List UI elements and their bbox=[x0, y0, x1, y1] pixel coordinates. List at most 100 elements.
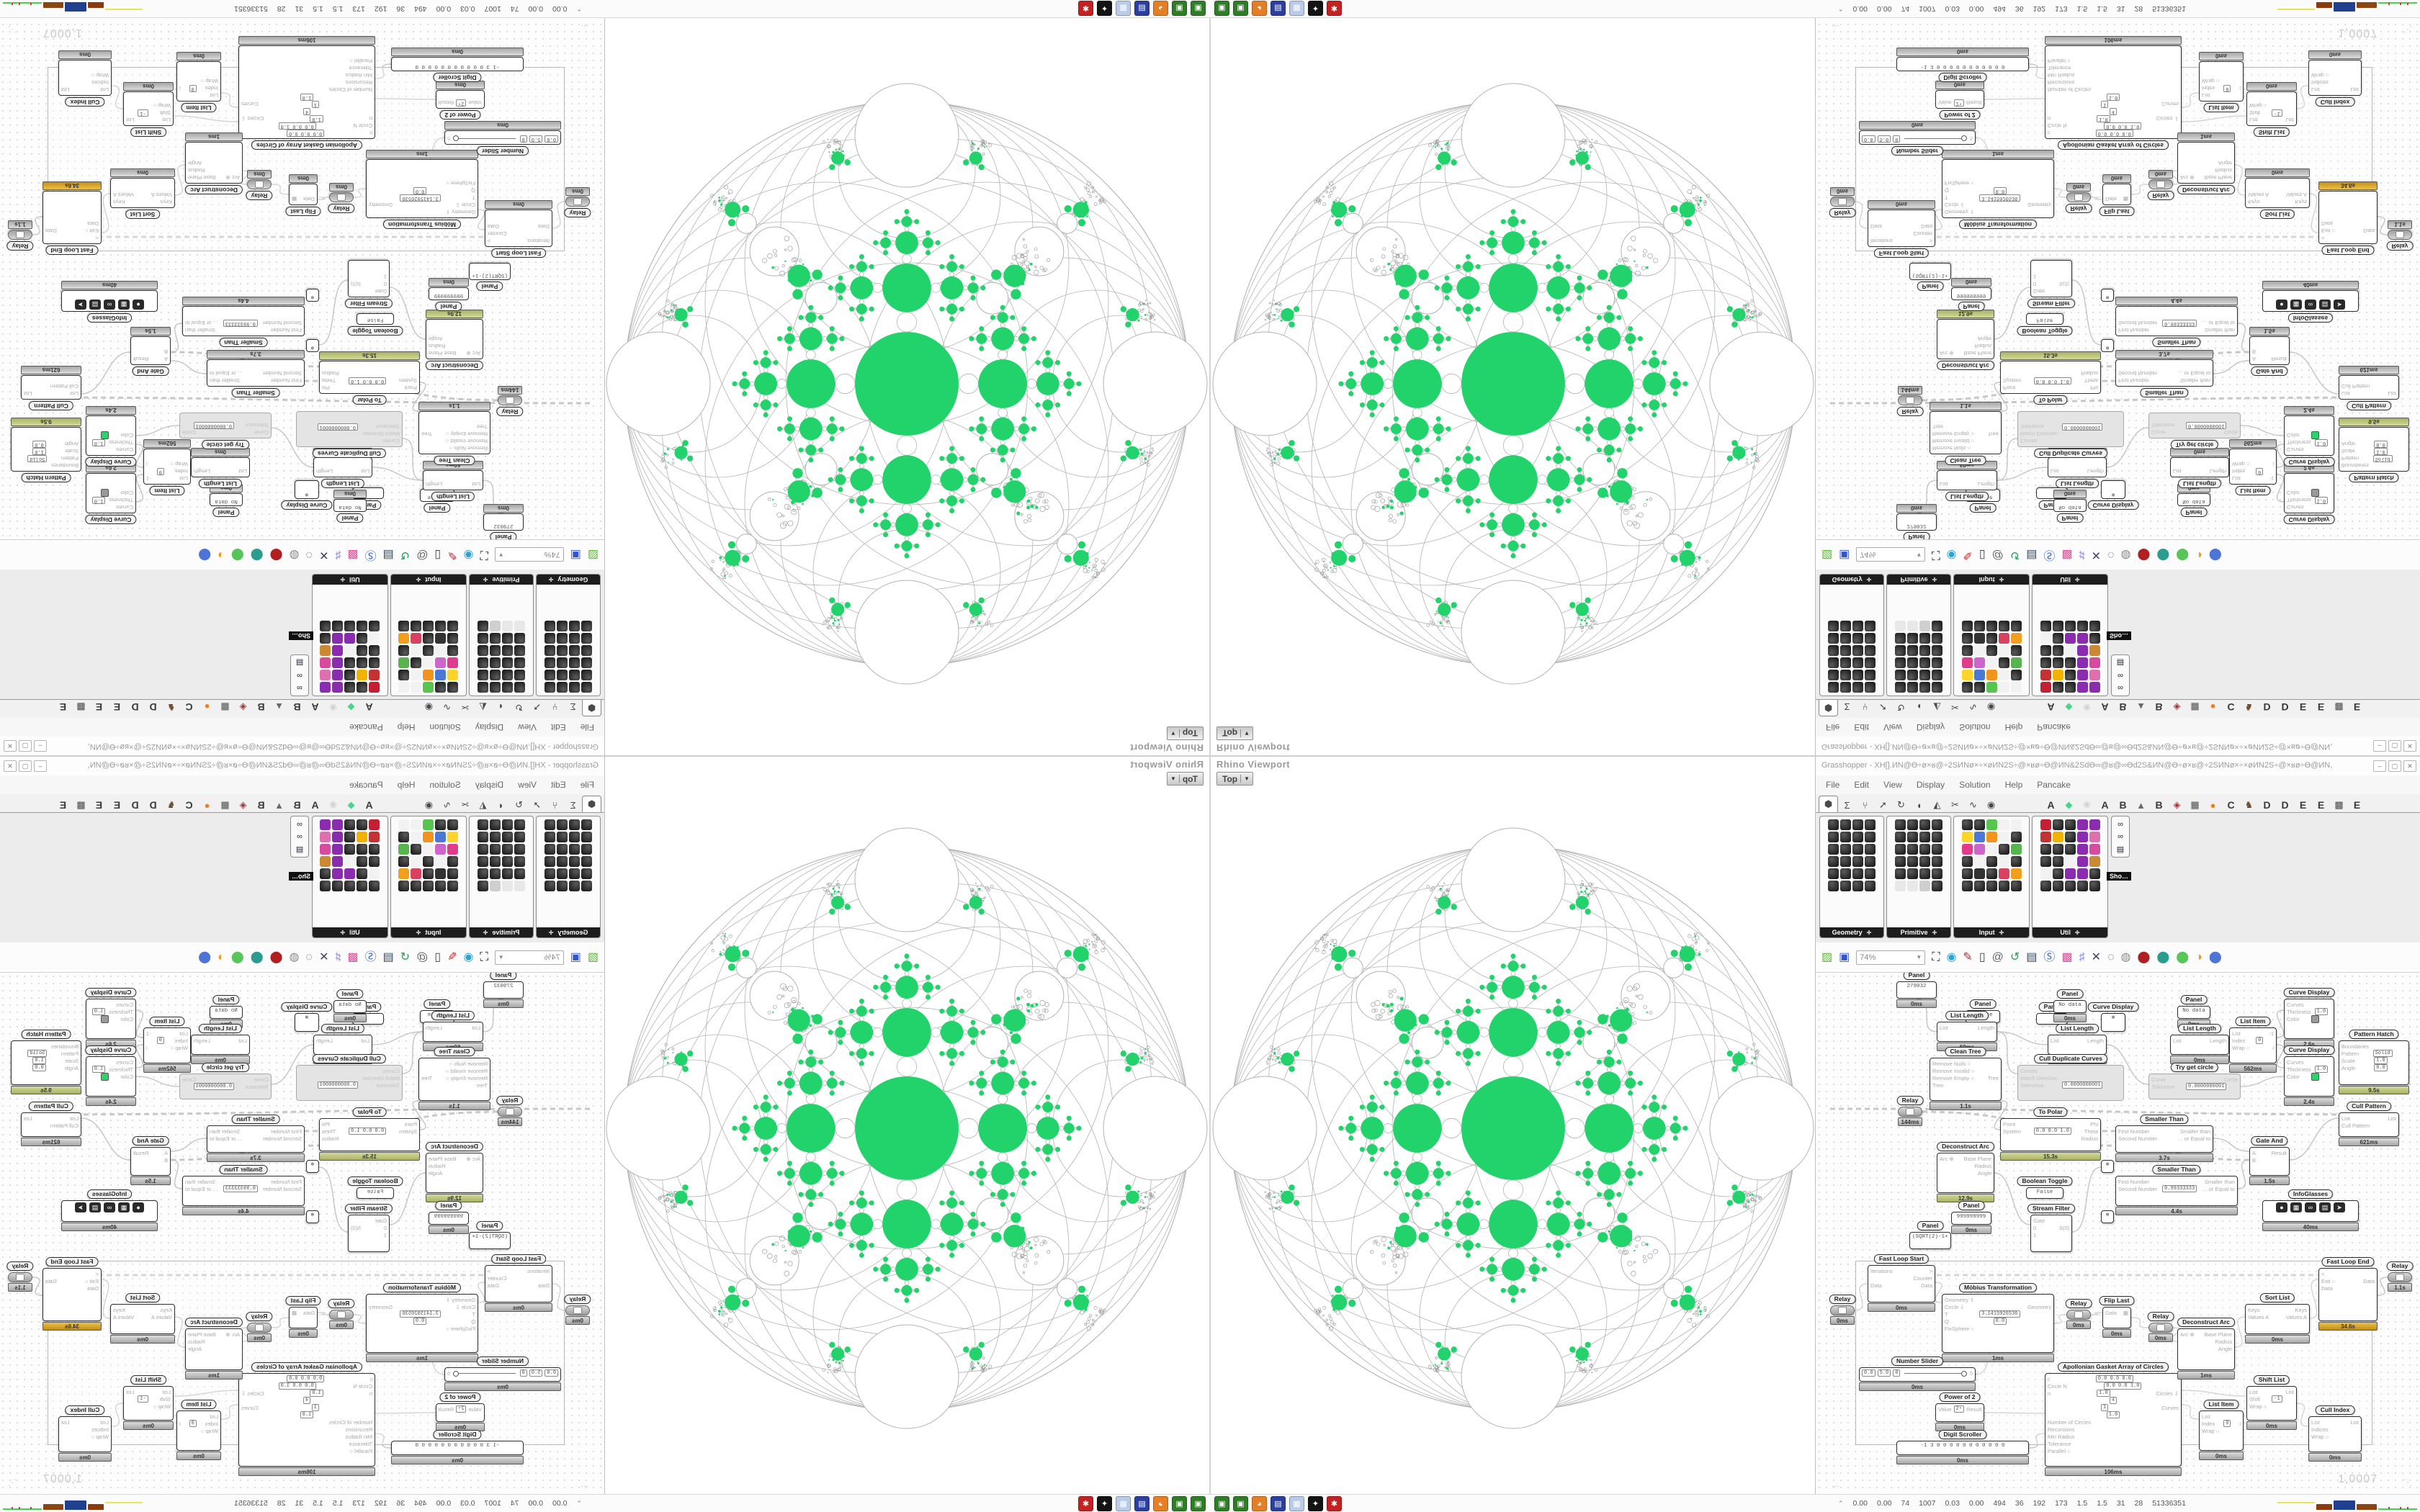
palette-icon[interactable] bbox=[1895, 633, 1906, 644]
glasses-icon[interactable]: ▤ bbox=[2116, 658, 2125, 667]
palette-icon[interactable] bbox=[398, 621, 410, 631]
color-swatch[interactable] bbox=[2311, 1073, 2320, 1081]
palette-icon[interactable] bbox=[369, 645, 380, 656]
zoom-extents-icon[interactable]: ⛶ bbox=[1932, 950, 1940, 963]
palette-icon[interactable] bbox=[490, 682, 501, 693]
palette-icon[interactable] bbox=[398, 633, 410, 644]
slider-chip[interactable]: 5.0 bbox=[529, 135, 543, 143]
palette-icon[interactable] bbox=[1840, 844, 1851, 855]
tab-20[interactable]: C bbox=[185, 701, 193, 713]
tab-12[interactable]: ❀ bbox=[2083, 702, 2091, 713]
glasses-icon[interactable]: ∞ bbox=[2118, 683, 2123, 692]
glasses-icon[interactable]: ▦ bbox=[2290, 1202, 2302, 1212]
palette-icon[interactable] bbox=[1840, 682, 1851, 693]
tab-6[interactable]: ◭ bbox=[479, 702, 487, 713]
slider-track[interactable] bbox=[453, 135, 516, 142]
node-body[interactable]: List List Cull Pattern bbox=[2339, 1112, 2399, 1137]
output-param[interactable]: Smaller than bbox=[210, 377, 241, 384]
minimize-button[interactable]: – bbox=[2373, 760, 2386, 772]
palette-icon[interactable] bbox=[1828, 844, 1839, 855]
value-chip[interactable]: 3.1415926536 bbox=[400, 194, 441, 202]
palette-icon[interactable] bbox=[1895, 670, 1906, 680]
palette-icon[interactable] bbox=[1907, 657, 1918, 668]
node-body[interactable]: < Exit ○ Data Data bbox=[2318, 1268, 2378, 1321]
node-body[interactable]: Data ▦ bbox=[289, 184, 318, 205]
palette-icon[interactable] bbox=[557, 645, 568, 656]
palette-icon[interactable] bbox=[1840, 868, 1851, 879]
palette-icon[interactable] bbox=[544, 682, 555, 693]
value-chip[interactable]: 0.0000000001 bbox=[2062, 1081, 2103, 1089]
palette-icon[interactable] bbox=[581, 633, 592, 644]
palette-icon[interactable] bbox=[1828, 868, 1839, 879]
input-param[interactable]: 1 bbox=[383, 274, 387, 281]
palette-icon[interactable] bbox=[581, 657, 592, 668]
canvas-resize-grip[interactable]: ⋱ bbox=[6, 24, 17, 35]
palette-icon[interactable] bbox=[569, 621, 580, 631]
palette-icon[interactable] bbox=[1828, 856, 1839, 867]
palette-icon[interactable] bbox=[2010, 621, 2022, 631]
output-param[interactable]: Radius bbox=[188, 167, 205, 174]
node-body[interactable]: < Exit ○ Data Data bbox=[42, 191, 102, 244]
palette-icon[interactable] bbox=[2064, 621, 2076, 631]
node-body[interactable]: List List Indices Wrap ○ bbox=[2308, 1416, 2362, 1452]
palette-icon[interactable] bbox=[357, 645, 368, 656]
palette-icon[interactable] bbox=[1852, 832, 1863, 842]
tab-4[interactable]: ↻ bbox=[1897, 702, 1905, 713]
palette-icon[interactable] bbox=[320, 621, 331, 631]
value-chip[interactable]: 0.0 bbox=[1993, 1318, 2007, 1325]
palette-icon[interactable] bbox=[1919, 819, 1930, 830]
value-chip[interactable]: 0.0 0.0 1.0 bbox=[278, 122, 316, 130]
palette-icon[interactable] bbox=[344, 633, 356, 644]
tab-16[interactable]: B bbox=[257, 701, 265, 713]
palette-icon[interactable] bbox=[2010, 682, 2022, 693]
palette-icon[interactable] bbox=[1919, 881, 1930, 891]
tab-7[interactable]: ✂ bbox=[1951, 702, 1959, 713]
value-chip[interactable]: 0.0 0.0 1.0 bbox=[2033, 1128, 2072, 1135]
tab-26[interactable]: ▩ bbox=[2334, 799, 2344, 810]
palette-icon[interactable] bbox=[1865, 645, 1876, 656]
tab-22[interactable]: D bbox=[149, 701, 157, 713]
output-param[interactable]: Length bbox=[194, 468, 210, 475]
color-swatch[interactable] bbox=[100, 489, 109, 497]
tab-0[interactable]: ⬢ bbox=[1819, 700, 1838, 716]
surprise-box-icon[interactable]: ▩ bbox=[2061, 549, 2073, 562]
output-param[interactable]: Tree bbox=[421, 431, 433, 438]
taskbar-app-machine-2-icon[interactable]: ▣ bbox=[1233, 1496, 1248, 1511]
input-param[interactable]: Wrap ○ bbox=[2202, 1427, 2220, 1434]
node-body[interactable]: A Result B bbox=[130, 336, 171, 365]
palette-icon[interactable] bbox=[1895, 868, 1906, 879]
palette-icon[interactable] bbox=[1865, 633, 1876, 644]
tab-8[interactable]: ∿ bbox=[1969, 702, 1977, 713]
output-param[interactable]: Radius bbox=[322, 370, 339, 377]
output-param[interactable]: -1 bbox=[2269, 1030, 2274, 1037]
output-param[interactable]: i bbox=[2239, 1420, 2241, 1427]
palette-icon[interactable] bbox=[1907, 819, 1918, 830]
palette-icon[interactable] bbox=[1973, 621, 1985, 631]
palette-icon[interactable] bbox=[435, 621, 447, 631]
palette-icon[interactable] bbox=[1973, 657, 1985, 668]
glasses-icon[interactable]: ▤ bbox=[89, 300, 101, 310]
tab-18[interactable]: ▦ bbox=[2190, 799, 2200, 810]
taskbar-firefox-icon[interactable]: ◕ bbox=[1153, 1, 1168, 16]
output-param[interactable]: Tree bbox=[1987, 1074, 1999, 1081]
ball-teal-icon[interactable]: ⬤ bbox=[2156, 549, 2170, 562]
palette-icon[interactable] bbox=[2052, 657, 2063, 668]
close-button[interactable]: ✕ bbox=[2403, 760, 2416, 772]
palette-icon[interactable] bbox=[581, 682, 592, 693]
output-param[interactable]: Values A bbox=[113, 192, 135, 199]
palette-icon[interactable] bbox=[1998, 633, 2009, 644]
input-param[interactable]: Shift bbox=[2249, 1395, 2261, 1403]
input-param[interactable]: Second Number bbox=[2118, 1185, 2158, 1192]
palette-icon[interactable] bbox=[2089, 868, 2100, 879]
input-param[interactable]: Pattern bbox=[60, 455, 79, 462]
preview-shaded-icon[interactable]: ◍ bbox=[2120, 549, 2131, 562]
palette-icon[interactable] bbox=[1907, 881, 1918, 891]
input-param[interactable]: Tolerance bbox=[2048, 1440, 2071, 1447]
tab-15[interactable]: ▲ bbox=[2136, 799, 2146, 811]
input-param[interactable]: Curves bbox=[2020, 1067, 2038, 1074]
input-param[interactable]: Tolerance bbox=[2151, 1083, 2175, 1090]
output-param[interactable]: ▦ bbox=[2123, 1309, 2128, 1316]
palette-icon[interactable] bbox=[2040, 844, 2051, 855]
input-param[interactable]: A bbox=[2252, 1149, 2257, 1156]
preview-custom-icon[interactable]: ⬤ bbox=[2137, 549, 2151, 562]
